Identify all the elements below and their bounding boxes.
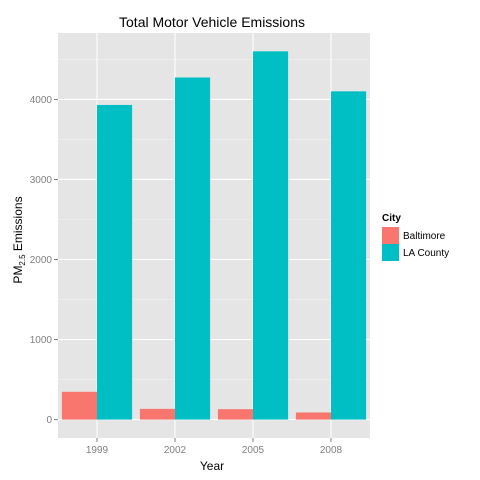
bars [61, 51, 367, 420]
y-axis-ticks: 0 1000 2000 3000 4000 [30, 95, 58, 426]
bar-la-county-2005 [253, 51, 289, 420]
bar-baltimore-2008 [295, 412, 331, 420]
y-axis-title-main: PM [11, 266, 25, 284]
y-axis-title-subscript: 2.5 [18, 254, 27, 266]
legend-key-la-county [382, 244, 399, 261]
bar-baltimore-2002 [139, 408, 175, 420]
y-tick-label: 1000 [30, 335, 53, 346]
legend-title: City [382, 213, 401, 224]
bar-la-county-2008 [331, 91, 367, 420]
y-tick-label: 4000 [30, 95, 53, 106]
y-tick-label: 3000 [30, 175, 53, 186]
legend-label: Baltimore [403, 231, 446, 242]
x-tick-label: 2008 [320, 445, 343, 456]
bar-la-county-1999 [97, 104, 133, 420]
y-tick-label: 0 [46, 415, 52, 426]
x-axis-title: Year [200, 459, 224, 473]
y-axis-title: PM2.5 Emissions [11, 196, 27, 283]
bar-la-county-2002 [175, 77, 211, 420]
x-axis-ticks: 1999 2002 2005 2008 [86, 438, 343, 456]
chart-title: Total Motor Vehicle Emissions [119, 14, 305, 30]
x-tick-label: 1999 [86, 445, 109, 456]
x-tick-label: 2002 [164, 445, 187, 456]
y-tick-label: 2000 [30, 255, 53, 266]
x-tick-label: 2005 [242, 445, 265, 456]
bar-baltimore-1999 [61, 391, 97, 420]
y-axis-title-rest: Emissions [11, 196, 25, 254]
legend: City Baltimore LA County [382, 213, 449, 261]
bar-baltimore-2005 [217, 409, 253, 420]
legend-key-baltimore [382, 227, 399, 244]
legend-label: LA County [403, 248, 449, 259]
